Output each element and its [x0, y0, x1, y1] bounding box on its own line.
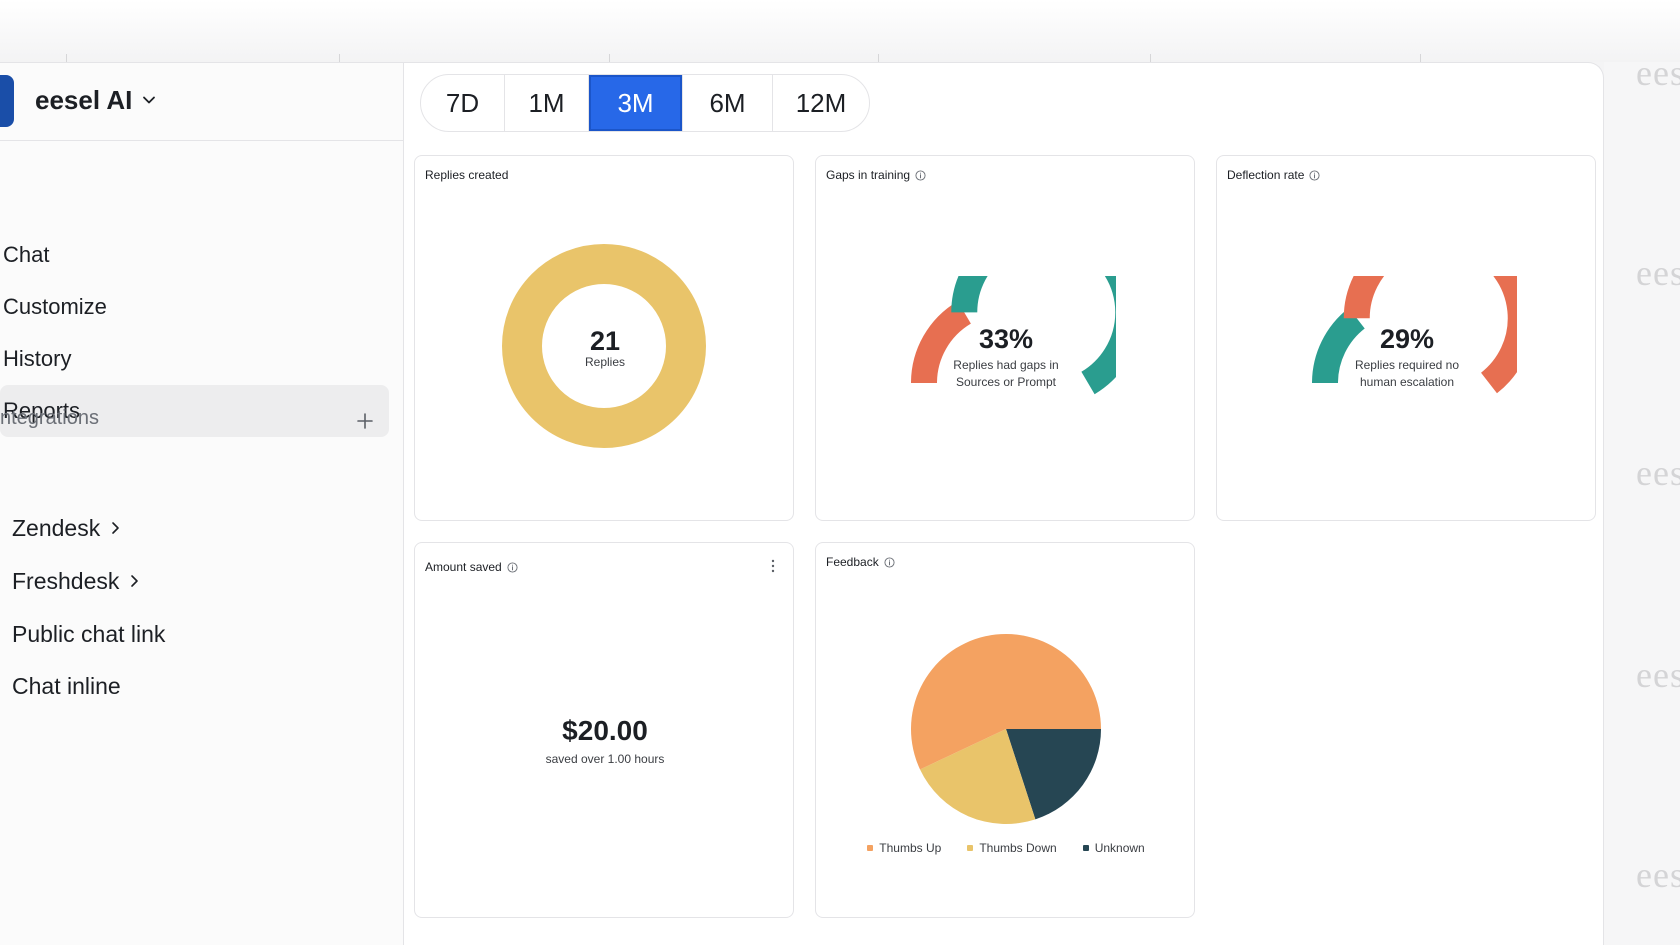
- watermark-text: eese: [1636, 62, 1680, 93]
- donut-ring: [502, 244, 706, 448]
- info-icon[interactable]: [915, 169, 926, 181]
- card-title: Deflection rate: [1227, 168, 1320, 182]
- feedback-card: Feedback Thumbs Up Thumbs Down Unknown: [815, 542, 1195, 918]
- amount-saved-label: saved over 1.00 hours: [545, 752, 665, 766]
- pie-slice-unknown[interactable]: [1006, 729, 1101, 820]
- more-options-icon[interactable]: [771, 559, 775, 573]
- sidebar-item-label: Public chat link: [12, 620, 166, 647]
- watermark-text: eese: [1636, 453, 1680, 493]
- plus-icon[interactable]: [356, 412, 374, 430]
- legend-item[interactable]: Thumbs Down: [967, 841, 1057, 855]
- deflection-description-line: Replies required no: [1354, 358, 1460, 372]
- legend-swatch: [967, 845, 974, 851]
- sidebar-item-label: Zendesk: [12, 514, 101, 541]
- chevron-right-icon: [131, 575, 139, 587]
- sidebar-item-label: History: [3, 346, 72, 371]
- sidebar-item-history[interactable]: History: [0, 333, 389, 385]
- gaps-in-training-card: Gaps in training 33% Replies had gaps in…: [815, 155, 1195, 521]
- range-1m-button[interactable]: 1M: [505, 75, 589, 131]
- brand-logo: [0, 75, 14, 127]
- background-watermark-area: eese eese eese eese eese: [1604, 62, 1680, 945]
- sidebar-item-chat[interactable]: Chat: [0, 229, 389, 281]
- range-7d-button[interactable]: 7D: [421, 75, 505, 131]
- replies-created-card: Replies created 21 Replies: [414, 155, 794, 521]
- workspace-switcher[interactable]: eesel AI: [0, 63, 404, 141]
- chevron-down-icon[interactable]: [142, 93, 156, 107]
- ruler-tick: [1150, 54, 1151, 62]
- ruler-tick: [1420, 54, 1421, 62]
- legend-item[interactable]: Unknown: [1082, 841, 1145, 855]
- card-title-text: Replies created: [425, 168, 509, 182]
- card-title: Replies created: [425, 168, 508, 182]
- gauge-accent-arc: [1312, 307, 1366, 384]
- date-range-selector: 7D 1M 3M 6M 12M: [420, 74, 870, 132]
- ruler-tick: [878, 54, 879, 62]
- deflection-gauge: [1312, 276, 1517, 394]
- pie-slice-thumbs-down[interactable]: [920, 729, 1036, 825]
- chevron-right-icon: [112, 522, 120, 534]
- card-title: Feedback: [826, 555, 895, 569]
- card-title-text: Amount saved: [425, 560, 502, 574]
- gaps-description-line: Replies had gaps in: [953, 358, 1059, 372]
- sidebar-item-freshdesk[interactable]: Freshdesk: [12, 563, 141, 599]
- info-icon[interactable]: [884, 556, 895, 568]
- legend-label: Unknown: [1094, 841, 1145, 855]
- feedback-legend: Thumbs Up Thumbs Down Unknown: [816, 841, 1196, 855]
- info-icon[interactable]: [507, 561, 518, 573]
- legend-swatch: [867, 845, 874, 851]
- card-title-text: Gaps in training: [826, 168, 911, 182]
- feedback-pie-chart: [911, 634, 1101, 825]
- legend-label: Thumbs Up: [879, 841, 942, 855]
- ruler-tick: [609, 54, 610, 62]
- replies-label: Replies: [584, 355, 626, 369]
- range-3m-button[interactable]: 3M: [589, 75, 683, 131]
- gaps-description-line: Sources or Prompt: [955, 375, 1057, 389]
- range-6m-button[interactable]: 6M: [683, 75, 773, 131]
- sidebar-item-label: Chat: [3, 242, 50, 267]
- watermark-text: eese: [1636, 253, 1680, 293]
- sidebar-item-customize[interactable]: Customize: [0, 281, 389, 333]
- sidebar: eesel AI Chat Customize History Reports …: [0, 63, 404, 945]
- sidebar-item-chat-inline[interactable]: Chat inline: [12, 668, 121, 704]
- replies-donut-chart: [502, 244, 706, 448]
- sidebar-item-label: Freshdesk: [12, 567, 120, 594]
- sidebar-item-label: Chat inline: [12, 672, 121, 699]
- gauge-accent-arc: [911, 301, 972, 384]
- legend-swatch: [1082, 845, 1089, 851]
- app-window: eesel AI Chat Customize History Reports …: [0, 62, 1604, 945]
- ruler-tick: [339, 54, 340, 62]
- deflection-description: Replies required no human escalation: [1217, 357, 1597, 391]
- info-icon[interactable]: [1309, 169, 1320, 181]
- deflection-percent: 29%: [1379, 324, 1435, 354]
- amount-saved-value: $20.00: [562, 715, 648, 746]
- gaps-gauge: [911, 276, 1116, 395]
- sidebar-item-label: Customize: [3, 294, 107, 319]
- range-12m-button[interactable]: 12M: [795, 87, 847, 118]
- deflection-rate-card: Deflection rate 29% Replies required no …: [1216, 155, 1596, 521]
- sidebar-item-public-chat-link[interactable]: Public chat link: [12, 616, 165, 652]
- integrations-section-label: ntegrations: [0, 407, 99, 429]
- gaps-percent: 33%: [978, 324, 1034, 354]
- replies-count: 21: [589, 326, 621, 356]
- deflection-description-line: human escalation: [1359, 375, 1455, 389]
- ruler-tick: [66, 54, 67, 62]
- brand-name: eesel AI: [35, 85, 133, 115]
- amount-saved-card: Amount saved $20.00 saved over 1.00 hour…: [414, 542, 794, 918]
- sidebar-item-zendesk[interactable]: Zendesk: [12, 510, 122, 546]
- card-title: Amount saved: [425, 560, 518, 574]
- legend-label: Thumbs Down: [979, 841, 1057, 855]
- card-title-text: Feedback: [826, 555, 879, 569]
- watermark-text: eese: [1636, 855, 1680, 895]
- top-background: [0, 0, 1680, 62]
- pie-slice-thumbs-up[interactable]: [911, 634, 1101, 770]
- legend-item[interactable]: Thumbs Up: [867, 841, 941, 855]
- sidebar-item-label: Reports: [3, 398, 81, 423]
- gaps-description: Replies had gaps in Sources or Prompt: [816, 357, 1196, 391]
- card-title: Gaps in training: [826, 168, 926, 182]
- sidebar-item-reports[interactable]: Reports: [0, 385, 389, 437]
- watermark-text: eese: [1636, 655, 1680, 695]
- card-title-text: Deflection rate: [1227, 168, 1305, 182]
